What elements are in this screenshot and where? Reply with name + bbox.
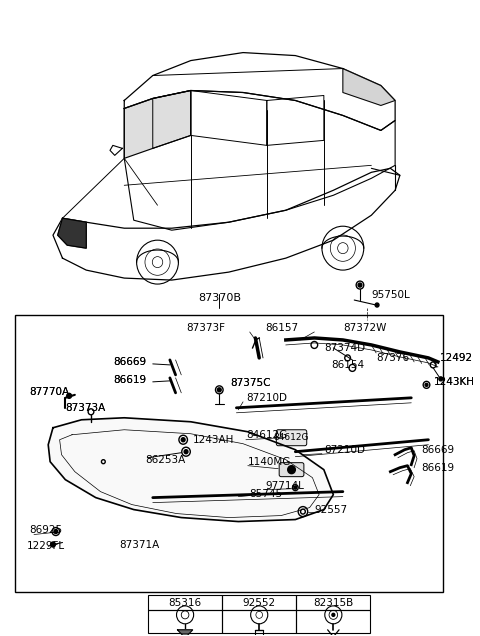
Circle shape bbox=[217, 388, 221, 392]
Text: 1229FL: 1229FL bbox=[27, 541, 65, 551]
Polygon shape bbox=[58, 218, 86, 248]
Text: 87372W: 87372W bbox=[343, 323, 386, 333]
Text: 12492: 12492 bbox=[440, 353, 473, 363]
Bar bbox=[148, 611, 222, 633]
Text: 97714L: 97714L bbox=[265, 481, 304, 490]
Text: 86669: 86669 bbox=[113, 357, 146, 367]
Text: 86157: 86157 bbox=[265, 323, 298, 333]
Circle shape bbox=[288, 466, 295, 474]
Text: 84612G: 84612G bbox=[274, 433, 309, 442]
Text: 86619: 86619 bbox=[421, 462, 454, 473]
Bar bbox=[222, 595, 296, 611]
Circle shape bbox=[54, 530, 58, 534]
Circle shape bbox=[184, 450, 188, 453]
Text: 86253A: 86253A bbox=[145, 455, 185, 465]
Text: 87374D: 87374D bbox=[324, 343, 365, 353]
Polygon shape bbox=[343, 69, 395, 106]
Circle shape bbox=[375, 303, 379, 307]
Circle shape bbox=[67, 393, 72, 398]
Text: 87371A: 87371A bbox=[120, 539, 160, 550]
Text: 87210D: 87210D bbox=[246, 393, 287, 403]
Text: 84612G: 84612G bbox=[246, 430, 287, 439]
FancyBboxPatch shape bbox=[276, 430, 307, 446]
Text: 86154: 86154 bbox=[332, 360, 365, 370]
Text: 87373A: 87373A bbox=[65, 403, 106, 413]
Text: 86669: 86669 bbox=[113, 357, 146, 367]
Text: 87373A: 87373A bbox=[65, 403, 106, 413]
Text: 95750L: 95750L bbox=[372, 290, 410, 300]
Circle shape bbox=[294, 486, 297, 489]
Text: 87370B: 87370B bbox=[198, 293, 241, 303]
Bar bbox=[296, 595, 371, 611]
Circle shape bbox=[50, 542, 55, 547]
Text: 86619: 86619 bbox=[113, 375, 146, 385]
Text: 1140MG: 1140MG bbox=[248, 457, 291, 467]
Text: 87375C: 87375C bbox=[231, 378, 271, 388]
Text: 1243KH: 1243KH bbox=[434, 377, 475, 387]
Text: 85316: 85316 bbox=[168, 598, 202, 608]
Text: 12492: 12492 bbox=[440, 353, 473, 363]
Polygon shape bbox=[124, 90, 191, 158]
Circle shape bbox=[439, 377, 443, 381]
Text: 86925: 86925 bbox=[29, 525, 62, 534]
Text: 87375C: 87375C bbox=[231, 378, 271, 388]
Text: 87373F: 87373F bbox=[186, 323, 225, 333]
Circle shape bbox=[425, 384, 428, 386]
Bar bbox=[15, 315, 443, 592]
Text: 87210D: 87210D bbox=[324, 445, 365, 455]
Circle shape bbox=[358, 283, 362, 287]
FancyBboxPatch shape bbox=[279, 462, 304, 476]
Circle shape bbox=[332, 613, 335, 616]
Text: 86669: 86669 bbox=[421, 445, 454, 455]
Text: 87770A: 87770A bbox=[29, 387, 69, 397]
Polygon shape bbox=[48, 418, 333, 522]
Text: 92552: 92552 bbox=[243, 598, 276, 608]
Text: 1243KH: 1243KH bbox=[434, 377, 475, 387]
Text: 87770A: 87770A bbox=[29, 387, 69, 397]
Bar bbox=[148, 595, 222, 611]
Bar bbox=[222, 611, 296, 633]
Text: 87376: 87376 bbox=[376, 353, 409, 363]
Circle shape bbox=[181, 438, 185, 442]
Bar bbox=[296, 611, 371, 633]
Polygon shape bbox=[178, 630, 192, 636]
Text: 86619: 86619 bbox=[113, 375, 146, 385]
Text: 82315B: 82315B bbox=[313, 598, 353, 608]
Text: 1243AH: 1243AH bbox=[192, 435, 234, 445]
Text: 85745: 85745 bbox=[250, 488, 283, 499]
Text: 92557: 92557 bbox=[314, 504, 348, 515]
